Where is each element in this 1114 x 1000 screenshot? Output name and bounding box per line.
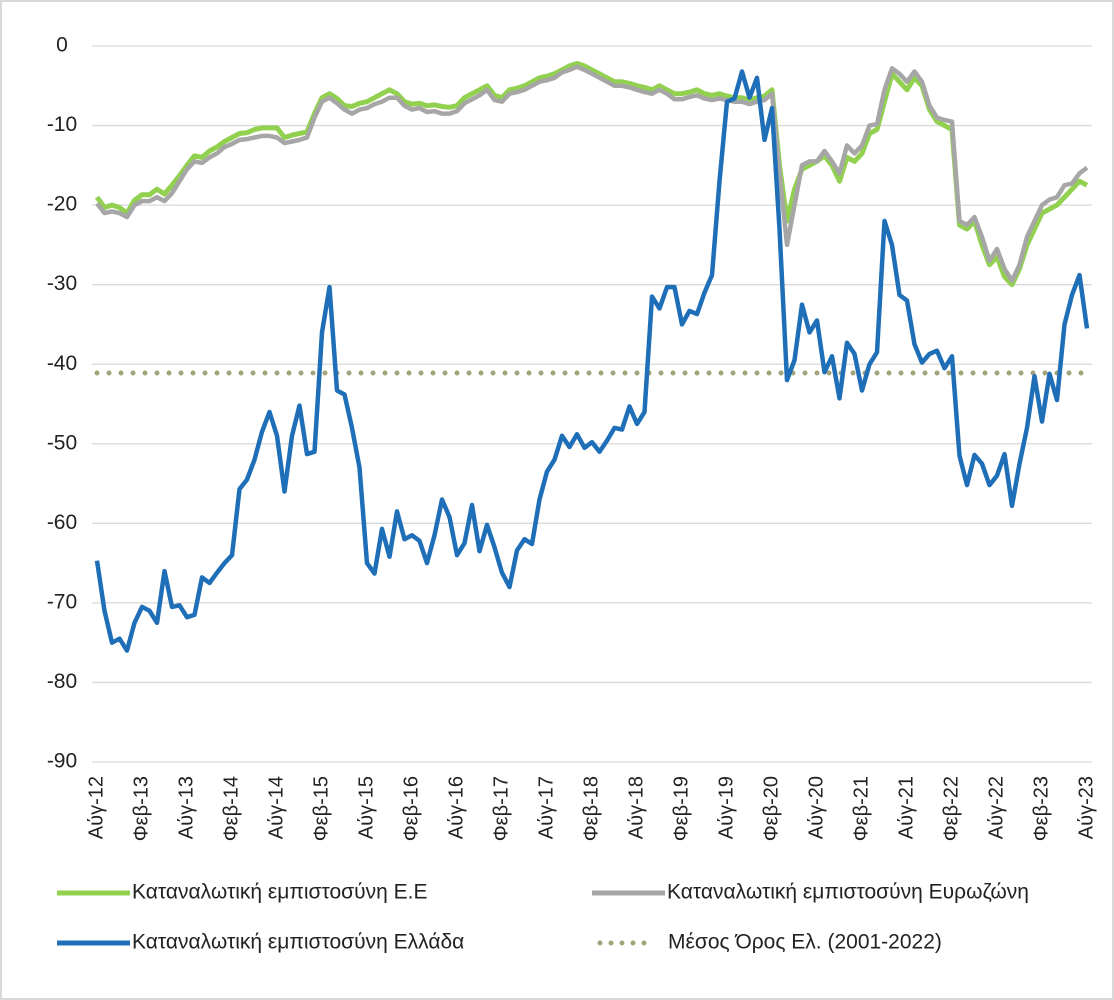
x-tick-label: Αύγ-13 <box>175 776 197 839</box>
legend-label: Καταναλωτική εμπιστοσύνη Ελλάδα <box>132 931 464 954</box>
x-tick-label: Αύγ-17 <box>535 776 557 839</box>
x-tick-label: Φεβ-21 <box>850 776 872 841</box>
y-tick-label: -90 <box>47 750 77 773</box>
x-tick-label: Φεβ-19 <box>670 776 692 841</box>
x-tick-label: Φεβ-14 <box>220 776 242 841</box>
x-tick-label: Αύγ-22 <box>985 776 1007 839</box>
x-tick-label: Αύγ-20 <box>805 776 827 839</box>
x-tick-label: Φεβ-18 <box>580 776 602 841</box>
y-tick-label: -80 <box>47 670 77 693</box>
y-tick-label: -50 <box>47 431 77 454</box>
series-line <box>95 64 1089 283</box>
x-tick-label: Αύγ-21 <box>895 776 917 839</box>
y-tick-label: -60 <box>47 511 77 534</box>
x-tick-label: Αύγ-18 <box>625 776 647 839</box>
y-tick-label: -10 <box>47 113 77 136</box>
x-tick-label: Αύγ-12 <box>85 776 107 839</box>
x-tick-label: Φεβ-23 <box>1030 776 1052 841</box>
x-tick-label: Φεβ-20 <box>760 776 782 841</box>
x-tick-label: Φεβ-15 <box>310 776 332 841</box>
x-tick-label: Φεβ-22 <box>940 776 962 841</box>
x-tick-label: Αύγ-23 <box>1075 776 1097 839</box>
series-line <box>94 69 1090 653</box>
legend-label: Καταναλωτική εμπιστοσύνη Ε.Ε <box>132 881 428 904</box>
y-tick-label: 0 <box>56 34 68 57</box>
y-tick-label: -30 <box>47 272 77 295</box>
y-tick-label: -40 <box>47 352 77 375</box>
x-tick-label: Αύγ-19 <box>715 776 737 839</box>
x-tick-label: Φεβ-13 <box>130 776 152 841</box>
x-tick-label: Αύγ-15 <box>355 776 377 839</box>
x-tick-label: Αύγ-16 <box>445 776 467 839</box>
y-tick-label: -70 <box>47 590 77 613</box>
x-tick-label: Φεβ-17 <box>490 776 512 841</box>
y-tick-label: -20 <box>47 193 77 216</box>
x-tick-label: Αύγ-14 <box>265 776 287 839</box>
x-tick-label: Φεβ-16 <box>400 776 422 841</box>
legend-label: Καταναλωτική εμπιστοσύνη Ευρωζώνη <box>667 881 1029 904</box>
legend-label: Μέσος Όρος Ελ. (2001-2022) <box>668 931 942 954</box>
